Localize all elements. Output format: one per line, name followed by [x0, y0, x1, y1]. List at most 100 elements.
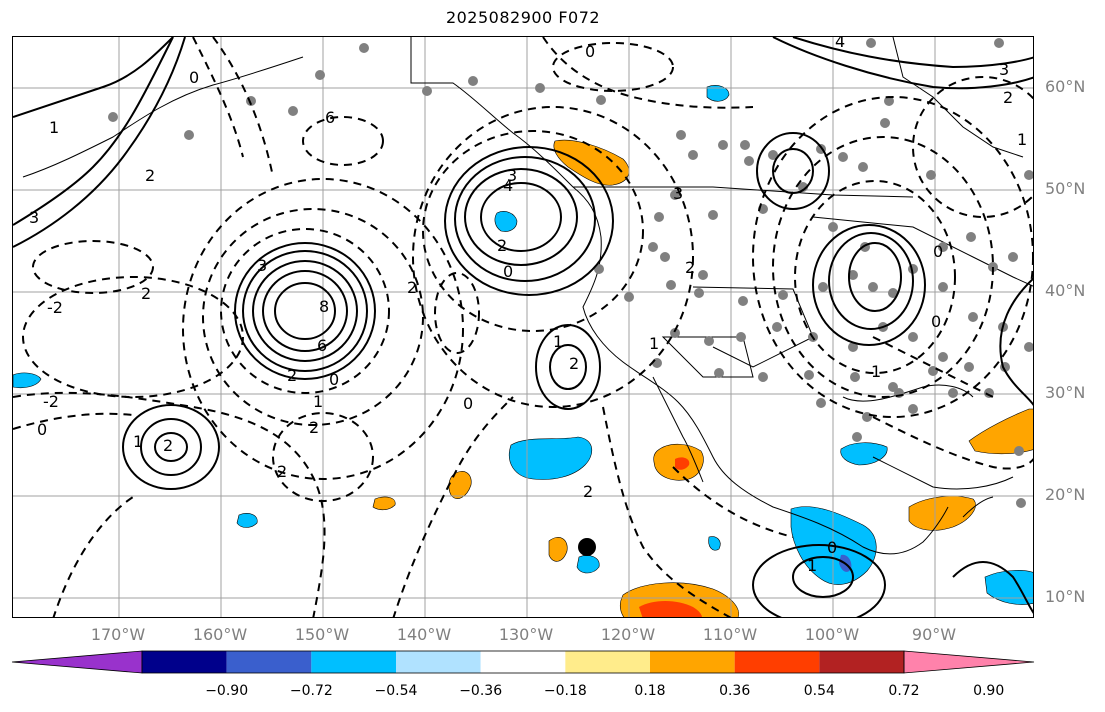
shade-blue-alberta	[706, 85, 730, 102]
contour-label: 2	[287, 366, 297, 385]
coastlines	[22, 37, 1033, 555]
lon-label: 100°W	[804, 625, 860, 644]
lat-label: 40°N	[1045, 281, 1086, 300]
lon-label: 130°W	[498, 625, 554, 644]
shade-orange-atlantic	[968, 408, 1033, 455]
contour-label: 1	[49, 118, 59, 137]
colorbar-outline	[141, 650, 905, 674]
colorbar-segment	[565, 651, 650, 673]
contour-label: -2	[47, 298, 63, 317]
colorbar-tick-label: 0.72	[888, 683, 920, 699]
contour-label: 1	[1017, 130, 1027, 149]
colorbar-segment	[734, 651, 820, 673]
shade-orange-caribbean	[908, 495, 976, 531]
lat-label: 30°N	[1045, 383, 1086, 402]
colorbar-tick-label: 0.18	[634, 683, 666, 699]
lon-label: 140°W	[396, 625, 452, 644]
contour-label: 3	[673, 184, 683, 203]
contour-label: 0	[933, 242, 943, 261]
contour-label: 8	[319, 297, 329, 316]
shade-orange-gulf-alaska	[553, 139, 630, 186]
contour-label: 2	[497, 236, 507, 255]
colorbar	[11, 650, 1035, 674]
contour-label: 3	[999, 60, 1009, 79]
lon-label: 90°W	[911, 625, 957, 644]
contour-label: 1	[133, 432, 143, 451]
plot-title: 2025082900 F072	[445, 8, 601, 27]
shade-blue-gulf-mexico	[840, 442, 888, 466]
contour-label: 6	[325, 108, 335, 127]
contour-label: 1	[649, 334, 659, 353]
contour-label: 2	[141, 284, 151, 303]
contours-dashed	[13, 37, 1033, 617]
contour-label: 0	[931, 312, 941, 331]
map-canvas: 8 6 3 2 1 0 2 1 0 -2 -2 2 2 2 6 4 3 2 1 …	[13, 37, 1033, 617]
contour-label: 2	[1003, 88, 1013, 107]
shade-orange-small-2	[372, 496, 396, 511]
contour-label: 0	[503, 262, 513, 281]
contour-label: 2	[309, 418, 319, 437]
contour-label: 3	[29, 208, 39, 227]
lon-label: 120°W	[600, 625, 656, 644]
contour-label: 1	[871, 362, 881, 381]
colorbar-tick-label: −0.36	[459, 683, 503, 699]
shade-orange-small-3	[548, 537, 568, 562]
colorbar-tick-label: 0.90	[973, 683, 1005, 699]
contour-label: 1	[807, 556, 817, 575]
lat-label: 60°N	[1045, 77, 1086, 96]
map-panel[interactable]: 8 6 3 2 1 0 2 1 0 -2 -2 2 2 2 6 4 3 2 1 …	[12, 36, 1034, 618]
colorbar-tick-label: −0.54	[374, 683, 418, 699]
black-dot-marker	[578, 538, 596, 556]
lat-label: 50°N	[1045, 179, 1086, 198]
shade-blue-west-edge	[13, 372, 42, 389]
contour-label: 0	[463, 394, 473, 413]
colorbar-segment	[311, 651, 396, 673]
lat-label: 20°N	[1045, 485, 1086, 504]
colorbar-segment	[396, 651, 481, 673]
colorbar-segment	[819, 651, 904, 673]
contour-label: 6	[317, 336, 327, 355]
contour-label: 4	[835, 37, 845, 51]
contour-label: 0	[37, 420, 47, 439]
shade-red-baja	[675, 457, 690, 470]
contour-label: 2	[407, 278, 417, 297]
colorbar-segment	[480, 651, 566, 673]
contour-label: 3	[507, 166, 517, 185]
lon-label: 150°W	[294, 625, 350, 644]
colorbar-segment	[142, 651, 227, 673]
contour-label: 2	[163, 436, 173, 455]
contour-label: 2	[569, 354, 579, 373]
contour-label: 0	[329, 370, 339, 389]
shaded-regions	[13, 85, 1033, 617]
colorbar-extend-high	[903, 650, 1035, 674]
colorbar-segment	[650, 651, 735, 673]
graticule	[13, 37, 1033, 617]
shade-orange-small-1	[448, 471, 472, 499]
colorbar-extend-low	[11, 650, 143, 674]
lon-label: 170°W	[90, 625, 146, 644]
contour-label: 1	[313, 392, 323, 411]
shade-blue-mid-small	[708, 536, 721, 551]
lon-label: 160°W	[192, 625, 248, 644]
shade-red-bottom	[639, 601, 702, 617]
shade-blue-small-1	[576, 555, 600, 574]
contour-label: 2	[277, 462, 287, 481]
colorbar-tick-label: −0.72	[289, 683, 333, 699]
contour-label: 2	[583, 482, 593, 501]
contour-label: 0	[827, 538, 837, 557]
contour-labels: 8 6 3 2 1 0 2 1 0 -2 -2 2 2 2 6 4 3 2 1 …	[29, 37, 1027, 575]
shade-blue-subtrop-1	[509, 436, 592, 480]
contour-label: 2	[685, 258, 695, 277]
lon-label: 110°W	[702, 625, 758, 644]
colorbar-tick-label: −0.18	[543, 683, 587, 699]
contour-label: 4	[503, 176, 513, 195]
contour-label: -2	[43, 392, 59, 411]
colorbar-tick-label: −0.90	[205, 683, 249, 699]
contour-label: 3	[257, 256, 267, 275]
colorbar-tick-label: 0.36	[719, 683, 751, 699]
shade-blue-small-2	[236, 513, 258, 528]
shade-blue-center-low	[494, 211, 518, 232]
contour-label: 1	[553, 332, 563, 351]
contour-label: 0	[585, 42, 595, 61]
colorbar-segment	[226, 651, 312, 673]
